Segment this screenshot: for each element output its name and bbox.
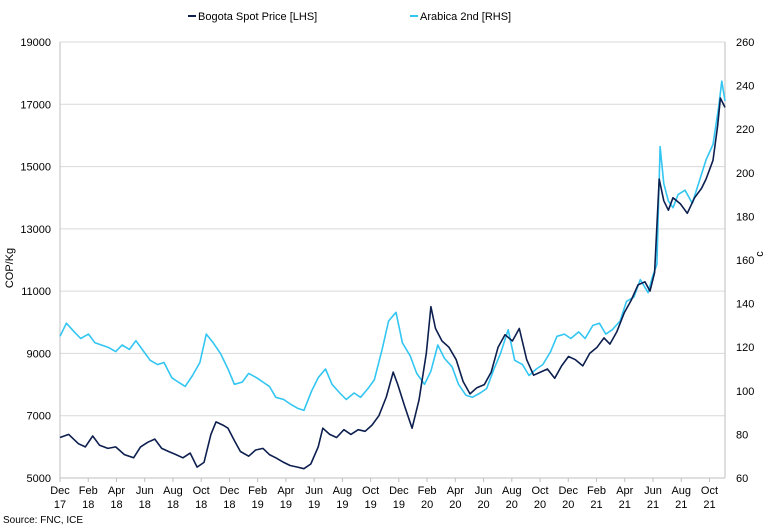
x-tick-label-year: 18	[139, 499, 151, 511]
left-tick-label: 7000	[27, 411, 51, 423]
x-tick-label-year: 19	[364, 499, 376, 511]
right-axis-ticks: 60 80 100 120 140 160 180 200 220 240 260	[736, 37, 754, 485]
x-tick-label-month: Feb	[248, 485, 267, 497]
x-tick-label-month: Dec	[558, 485, 578, 497]
right-tick-label: 240	[736, 81, 754, 93]
x-tick-label-year: 21	[619, 499, 631, 511]
x-tick-label-year: 19	[393, 499, 405, 511]
x-tick-label-month: Apr	[616, 485, 633, 497]
series-layer	[59, 80, 726, 470]
series-line-bogota-spot	[59, 97, 726, 470]
right-tick-label: 220	[736, 124, 754, 136]
x-tick-label-year: 18	[110, 499, 122, 511]
x-tick-label-month: Aug	[671, 485, 691, 497]
x-tick-label-year: 20	[449, 499, 461, 511]
left-tick-label: 5000	[27, 473, 51, 485]
x-tick-label-year: 19	[280, 499, 292, 511]
right-tick-label: 100	[736, 386, 754, 398]
x-tick-label-month: Feb	[418, 485, 437, 497]
x-tick-label-month: Dec	[220, 485, 240, 497]
right-tick-label: 60	[736, 473, 748, 485]
legend: Bogota Spot Price [LHS] Arabica 2nd [RHS]	[188, 11, 511, 23]
x-tick-label-month: Aug	[333, 485, 353, 497]
right-tick-label: 80	[736, 429, 748, 441]
x-tick-label-year: 18	[167, 499, 179, 511]
x-tick-label-year: 21	[647, 499, 659, 511]
x-tick-label-month: Dec	[389, 485, 409, 497]
left-tick-label: 11000	[21, 286, 51, 298]
right-axis-title: c	[754, 251, 766, 257]
x-tick-label-year: 18	[195, 499, 207, 511]
series-line-arabica-2nd	[59, 80, 726, 412]
x-tick-label-month: Oct	[531, 485, 548, 497]
right-tick-label: 180	[736, 211, 754, 223]
legend-label: Bogota Spot Price [LHS]	[198, 11, 317, 23]
x-tick-label-month: Feb	[79, 485, 98, 497]
x-tick-label-year: 19	[252, 499, 264, 511]
left-tick-label: 15000	[20, 162, 51, 174]
x-tick-label-year: 18	[82, 499, 94, 511]
gridlines	[60, 41, 725, 417]
x-tick-label-month: Aug	[502, 485, 522, 497]
left-tick-label: 17000	[20, 99, 51, 111]
left-tick-label: 9000	[27, 348, 51, 360]
x-tick-label-year: 20	[421, 499, 433, 511]
x-tick-label-month: Aug	[163, 485, 183, 497]
left-axis-title: COP/Kg	[4, 248, 16, 288]
x-tick-label-month: Jun	[305, 485, 323, 497]
x-tick-label-month: Oct	[362, 485, 379, 497]
x-tick-label-month: Apr	[447, 485, 464, 497]
x-tick-label-month: Jun	[644, 485, 662, 497]
x-tick-label-month: Apr	[108, 485, 125, 497]
x-tick-label-month: Oct	[701, 485, 718, 497]
x-tick-label-month: Feb	[587, 485, 606, 497]
axes	[59, 42, 726, 479]
x-axis-ticks: Dec 17 Feb 18 Apr 18 Jun 18 Aug 18 Oct 18 Dec 18 Feb 19…	[50, 478, 718, 511]
x-tick-label-month: Jun	[136, 485, 154, 497]
x-tick-label-year: 20	[506, 499, 518, 511]
source-note: Source: FNC, ICE	[3, 515, 84, 526]
right-tick-label: 160	[736, 255, 754, 267]
x-tick-label-year: 21	[703, 499, 715, 511]
right-tick-label: 200	[736, 168, 754, 180]
x-tick-label-year: 20	[562, 499, 574, 511]
legend-label: Arabica 2nd [RHS]	[420, 11, 511, 23]
x-tick-label-month: Oct	[193, 485, 210, 497]
left-tick-label: 13000	[20, 224, 51, 236]
left-axis-ticks: 5000 7000 9000 11000 13000 15000 17000 19000	[20, 37, 51, 485]
x-tick-label-month: Dec	[50, 485, 70, 497]
x-tick-label-year: 18	[223, 499, 235, 511]
x-tick-label-year: 21	[590, 499, 602, 511]
x-tick-label-month: Apr	[277, 485, 294, 497]
x-tick-label-year: 17	[54, 499, 66, 511]
right-tick-label: 120	[736, 342, 754, 354]
x-tick-label-year: 20	[534, 499, 546, 511]
x-tick-label-year: 20	[477, 499, 489, 511]
right-tick-label: 140	[736, 299, 754, 311]
x-tick-label-year: 19	[336, 499, 348, 511]
x-tick-label-year: 19	[308, 499, 320, 511]
x-tick-label-year: 21	[675, 499, 687, 511]
right-tick-label: 260	[736, 37, 754, 49]
left-tick-label: 19000	[20, 37, 51, 49]
x-tick-label-month: Jun	[475, 485, 493, 497]
